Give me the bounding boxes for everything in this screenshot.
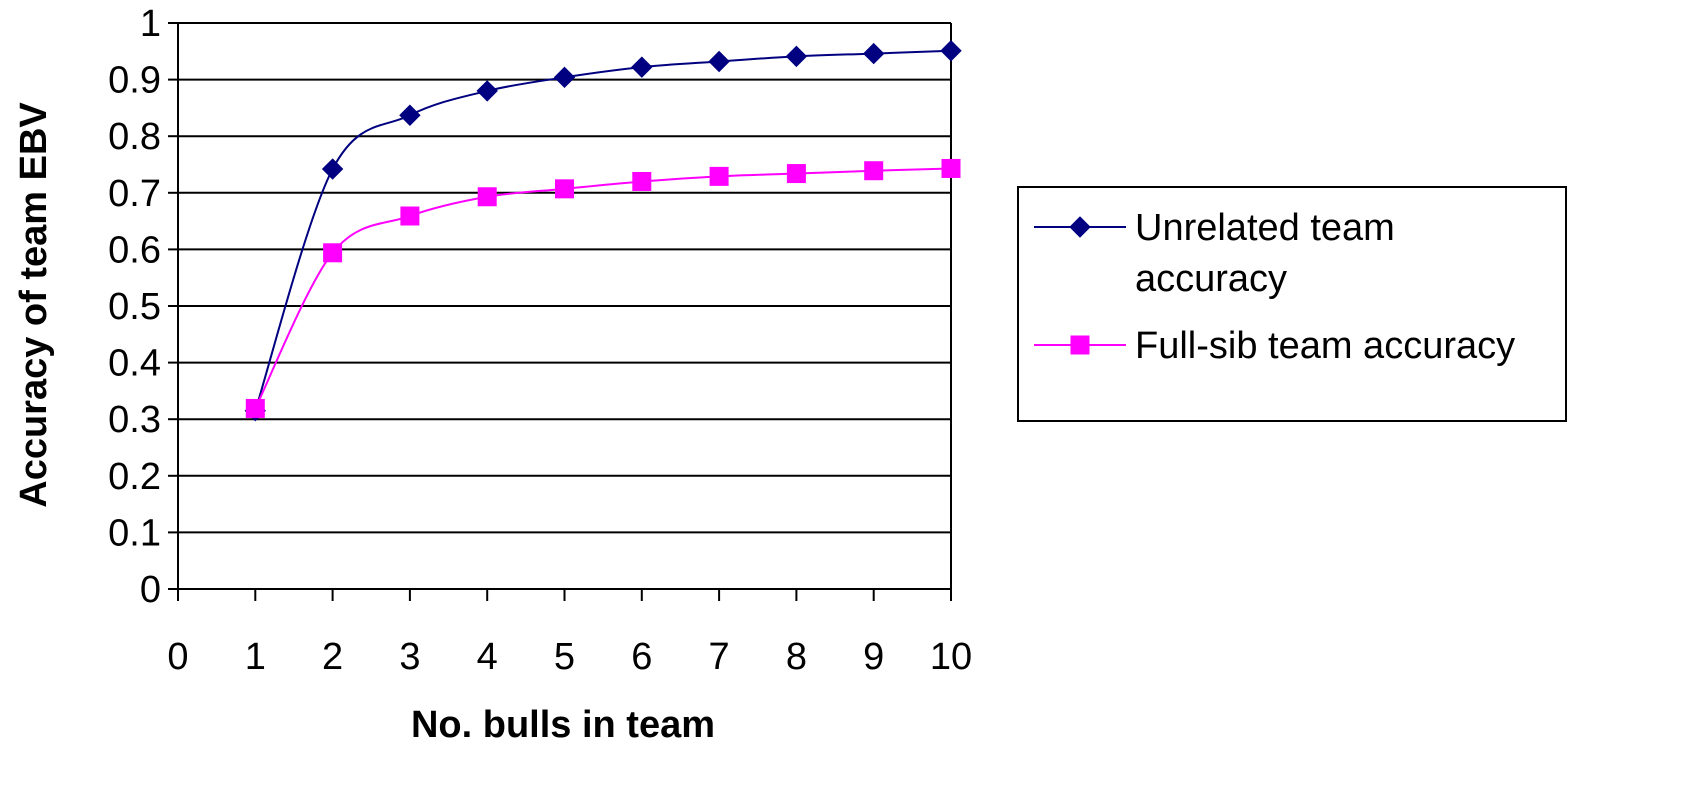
x-tick-label: 6 bbox=[631, 636, 652, 678]
axes bbox=[168, 22, 952, 601]
series-full-sib bbox=[245, 158, 961, 418]
data-point bbox=[323, 243, 343, 263]
data-point bbox=[786, 164, 806, 184]
y-tick-label: 0.8 bbox=[108, 116, 161, 158]
series-line bbox=[254, 167, 952, 409]
data-point bbox=[399, 104, 421, 126]
x-tick-label: 4 bbox=[477, 636, 498, 678]
data-point bbox=[941, 158, 961, 178]
data-point bbox=[632, 171, 652, 191]
x-axis-title: No. bulls in team bbox=[411, 704, 715, 746]
x-tick-label: 8 bbox=[786, 636, 807, 678]
data-point bbox=[785, 45, 808, 68]
legend-label: Unrelated team bbox=[1135, 207, 1395, 249]
series-unrelated bbox=[244, 40, 962, 422]
data-point bbox=[709, 166, 729, 186]
x-tick-label: 7 bbox=[709, 636, 730, 678]
data-point bbox=[321, 158, 344, 180]
y-tick-label: 0.3 bbox=[108, 399, 161, 441]
x-tick-label: 1 bbox=[245, 636, 266, 678]
legend-marker bbox=[1069, 216, 1091, 238]
data-point bbox=[631, 56, 653, 78]
legend-entry-unrelated: Unrelated team accuracy bbox=[1034, 207, 1395, 300]
data-point bbox=[862, 42, 885, 65]
y-tick-label: 0.5 bbox=[108, 286, 161, 328]
x-tick-label: 3 bbox=[399, 636, 420, 678]
legend-marker bbox=[1070, 335, 1090, 355]
series bbox=[244, 40, 962, 422]
x-tick-label: 2 bbox=[322, 636, 343, 678]
x-tick-label: 9 bbox=[863, 636, 884, 678]
y-tick-label: 0.7 bbox=[108, 173, 161, 215]
data-point bbox=[940, 40, 962, 62]
y-tick-label: 0.6 bbox=[108, 229, 161, 271]
y-tick-label: 1 bbox=[140, 3, 161, 45]
y-axis-title: Accuracy of team EBV bbox=[13, 102, 55, 508]
legend: Unrelated team accuracy Full-sib team accu… bbox=[1017, 186, 1567, 422]
tick-labels: 00.10.20.30.40.50.60.70.80.910 1 2 3 4 5 6 7 8 9 1… bbox=[108, 3, 972, 678]
data-point bbox=[400, 206, 420, 226]
y-tick-label: 0.1 bbox=[108, 512, 161, 554]
legend-label: accuracy bbox=[1135, 258, 1287, 300]
data-point bbox=[245, 398, 265, 418]
y-tick-label: 0.9 bbox=[108, 60, 161, 102]
x-tick-label: 10 bbox=[930, 636, 972, 678]
data-point bbox=[708, 50, 730, 73]
legend-label: Full-sib team accuracy bbox=[1135, 325, 1515, 367]
data-point bbox=[555, 179, 574, 199]
legend-entry-full-sib: Full-sib team accuracy bbox=[1034, 325, 1515, 367]
data-point bbox=[553, 66, 576, 89]
data-point bbox=[477, 187, 497, 207]
y-tick-label: 0.2 bbox=[108, 456, 161, 498]
y-tick-label: 0.4 bbox=[108, 343, 161, 385]
data-point bbox=[864, 161, 884, 181]
x-tick-label: 5 bbox=[554, 636, 575, 678]
data-point bbox=[476, 80, 498, 102]
y-tick-label: 0 bbox=[140, 569, 161, 611]
x-tick-label: 0 bbox=[167, 636, 188, 678]
